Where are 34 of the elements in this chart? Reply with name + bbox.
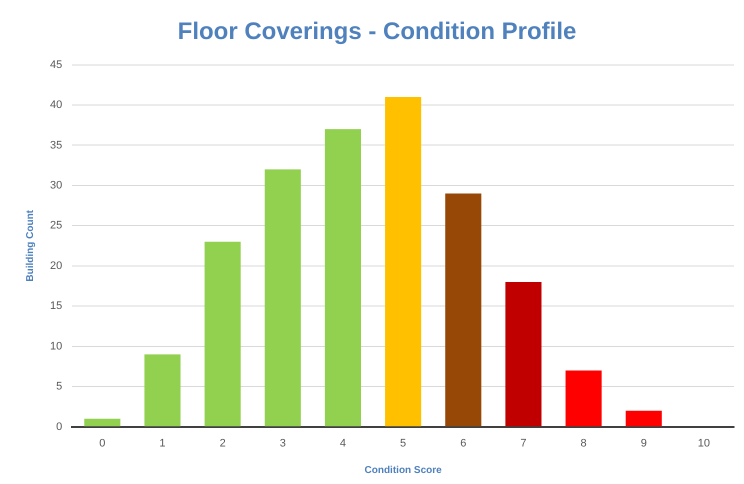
y-tick-label: 15 (50, 300, 62, 312)
y-tick-label: 35 (50, 139, 62, 152)
x-tick-label: 9 (640, 437, 647, 450)
x-axis-title: Condition Score (364, 464, 442, 476)
y-tick-label: 45 (50, 58, 62, 71)
y-axis-title: Building Count (24, 209, 36, 282)
x-tick-label: 8 (580, 437, 587, 450)
y-tick-label: 20 (50, 260, 62, 272)
y-tick-label: 30 (50, 180, 62, 192)
x-tick-label: 6 (460, 437, 466, 450)
x-tick-label: 7 (520, 437, 526, 450)
bar (566, 370, 602, 426)
bar (445, 194, 482, 426)
y-tick-label: 25 (50, 220, 62, 232)
chart-title: Floor Coverings - Condition Profile (178, 18, 576, 46)
x-tick-label: 5 (400, 437, 406, 450)
x-tick-label: 10 (698, 437, 710, 450)
y-tick-label: 5 (56, 380, 62, 393)
bar (144, 354, 181, 426)
bar (84, 418, 120, 426)
bar (204, 242, 241, 426)
y-tick-label: 0 (56, 420, 62, 433)
x-tick-label: 3 (280, 437, 286, 450)
x-tick-label: 4 (340, 437, 346, 450)
y-tick-label: 10 (50, 340, 62, 352)
y-tick-label: 40 (50, 99, 62, 112)
bar (385, 96, 422, 426)
x-tick-label: 1 (159, 437, 166, 450)
bar (626, 410, 662, 426)
bar (505, 282, 542, 426)
x-tick-label: 2 (220, 437, 226, 450)
bar (324, 129, 362, 426)
bar (264, 169, 301, 426)
x-tick-label: 0 (99, 437, 106, 450)
